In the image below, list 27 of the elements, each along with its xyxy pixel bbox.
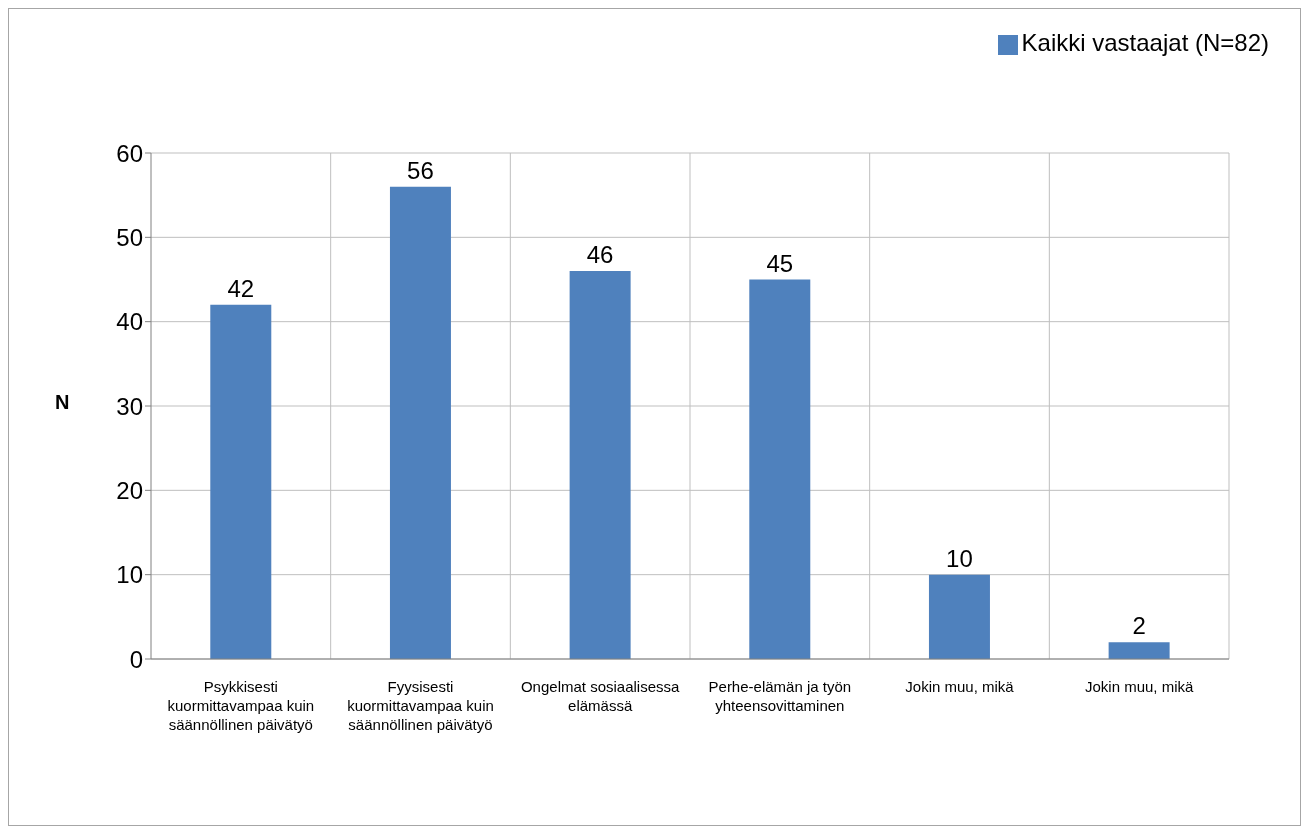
x-tick-label: Jokin muu, mikä: [1084, 677, 1195, 695]
y-tick-label: 20: [116, 476, 143, 504]
y-tick-label: 30: [116, 392, 143, 420]
y-tick-label: 0: [129, 645, 143, 673]
bar: [928, 574, 990, 659]
bar: [569, 271, 631, 659]
bar: [1108, 642, 1170, 659]
y-tick-label: 60: [116, 139, 143, 167]
x-tick-label: Psykkisesti kuormittavampaa kuin säännöllinen päivätyö: [167, 677, 315, 733]
y-tick-label: 40: [116, 308, 143, 336]
bar: [210, 304, 272, 659]
bar: [389, 186, 451, 659]
x-tick-label: Ongelmat sosiaalisessa elämässä: [520, 677, 681, 714]
bar: [749, 279, 811, 659]
y-axis-title: N: [55, 391, 70, 414]
y-tick-label: 10: [116, 561, 143, 589]
data-label: 42: [227, 274, 255, 302]
y-tick-label: 50: [116, 223, 143, 251]
x-tick-label: Perhe-elämän ja työn yhteensovittaminen: [708, 677, 852, 714]
data-label: 46: [586, 241, 614, 269]
x-tick-label: Fyysisesti kuormittavampaa kuin säännöllinen päivätyö: [347, 677, 494, 733]
legend-label: Kaikki vastaajat (N=82): [1021, 29, 1269, 56]
data-label: 56: [407, 156, 434, 184]
data-label: 10: [946, 544, 973, 572]
data-label: 2: [1132, 612, 1146, 640]
data-label: 45: [766, 249, 794, 277]
x-tick-label: Jokin muu, mikä: [905, 677, 1015, 695]
